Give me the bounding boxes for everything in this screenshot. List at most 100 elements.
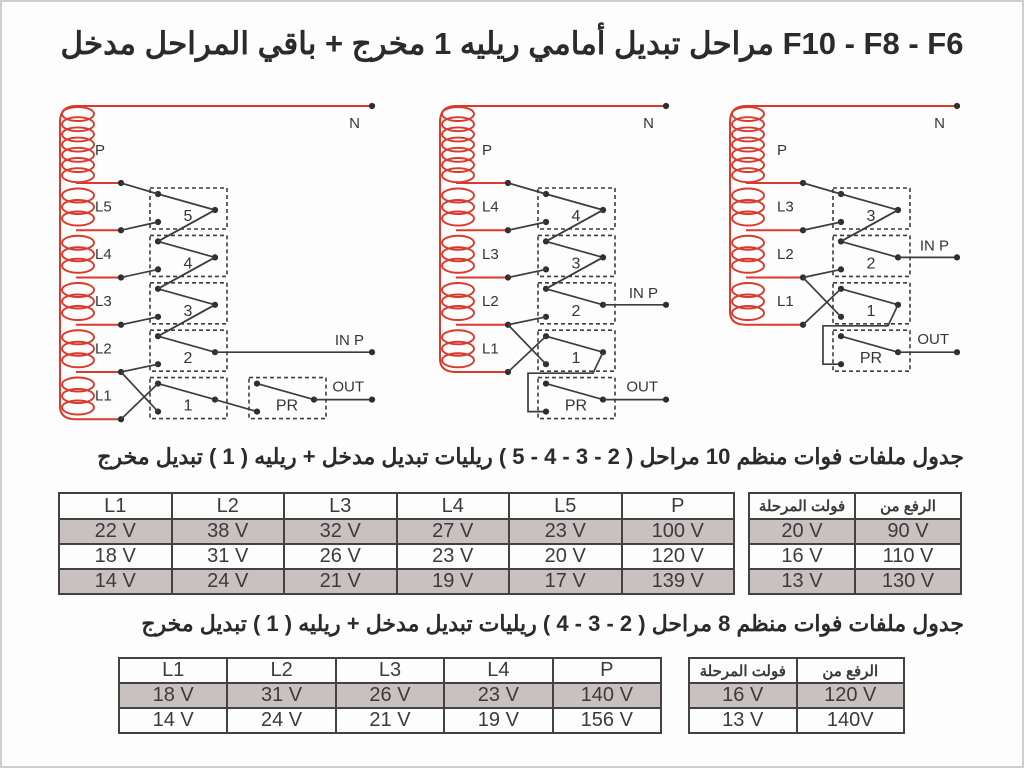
header-row: فولت المرحلة الرفع من	[748, 492, 962, 520]
relay-box	[537, 187, 616, 230]
relay-number: 1	[867, 303, 876, 320]
wire	[545, 240, 604, 259]
coil-section-label: L1	[95, 388, 112, 405]
coil-section-label: L1	[482, 340, 499, 357]
wire	[157, 304, 216, 337]
coil-loop	[441, 234, 475, 251]
heading1-stage-range: ( 5 - 4 - 3 - 2 )	[498, 444, 634, 469]
table-cell: 21 V	[283, 568, 398, 595]
coil-loop	[441, 146, 475, 163]
coil-loop	[441, 305, 475, 321]
wire	[157, 209, 216, 243]
coil-loop	[441, 106, 475, 122]
coil-section-label: L3	[95, 293, 112, 310]
junction-dot	[253, 408, 261, 415]
table-row: 18 V 31 V 26 V 23 V 140 V	[117, 682, 663, 709]
table-cell: 100 V	[620, 518, 735, 545]
coil-loop	[61, 293, 95, 310]
column-header: L1	[58, 492, 173, 520]
column-header: P	[620, 492, 735, 520]
coil-loop	[61, 246, 95, 263]
junction-dot	[542, 313, 550, 320]
coil-section-label: L4	[482, 199, 499, 216]
out-label: OUT	[626, 379, 658, 396]
coil-loop	[441, 167, 475, 184]
coil-loop	[731, 305, 765, 321]
coil-loop	[731, 136, 765, 153]
wire	[802, 182, 842, 195]
pr-relay-box	[832, 329, 911, 372]
table-row: 14 V 24 V 21 V 19 V 156 V	[117, 707, 663, 734]
wire	[840, 240, 899, 259]
wire	[120, 363, 159, 373]
junction-dot	[953, 349, 961, 356]
stage-voltage-table-10: فولت المرحلة الرفع من 20 V 90 V 16 V 110 V 13 …	[748, 492, 962, 595]
relay-number: 1	[572, 350, 581, 367]
heading2-tail: تبديل مخرج	[141, 611, 247, 636]
wire	[120, 268, 159, 279]
relay-box	[149, 376, 228, 420]
table-cell: 16 V	[748, 543, 856, 570]
column-header: الرفع من	[854, 492, 962, 520]
coil-label: P	[777, 142, 787, 159]
wire	[545, 335, 604, 354]
relay-number: 3	[572, 255, 581, 272]
relay-box	[149, 329, 228, 372]
table-cell: 120 V	[795, 682, 905, 709]
pr-label: PR	[860, 350, 882, 367]
junction-dot	[253, 380, 261, 387]
table-cell: 139 V	[620, 568, 735, 595]
coil-loop	[441, 157, 475, 173]
wire	[507, 335, 547, 373]
coil-loop	[441, 293, 475, 310]
coil-loop	[61, 126, 95, 143]
out-label: OUT	[332, 379, 364, 396]
coil-section-label: L1	[777, 293, 794, 310]
junction-dot	[154, 313, 162, 320]
coil-loop	[61, 106, 95, 122]
coil-loop	[441, 199, 475, 215]
wire	[840, 335, 899, 354]
wire	[545, 209, 604, 243]
column-header: L3	[334, 657, 446, 684]
coil-loop	[61, 388, 95, 404]
wire	[545, 256, 604, 290]
heading1-lead: جدول ملفات فوات منظم 10 مراحل	[639, 444, 964, 469]
relay-box	[832, 187, 911, 230]
pr-link-wire	[822, 304, 899, 366]
heading1-relay-one: ( 1 )	[208, 444, 249, 469]
table-cell: 18 V	[58, 543, 173, 570]
wire	[802, 268, 842, 279]
table-cell: 156 V	[551, 707, 663, 734]
coil-loop	[61, 116, 95, 133]
column-header: L4	[443, 657, 554, 684]
coil-loop	[731, 167, 765, 184]
wire	[157, 240, 216, 259]
table-cell: 90 V	[854, 518, 962, 545]
coil-loop	[731, 146, 765, 163]
table-row: 16 V 110 V	[748, 543, 962, 570]
coil-section-label: L2	[777, 246, 794, 263]
coil-section-label: L2	[482, 293, 499, 310]
wire	[802, 276, 842, 318]
wire	[840, 193, 899, 211]
wire	[157, 193, 216, 211]
coil-section-label: L4	[95, 246, 112, 263]
table-cell: 21 V	[334, 707, 446, 734]
coil-loop	[61, 210, 95, 227]
wire	[840, 287, 899, 306]
circuit-svg: P L3 L2 L1 3 2 1 IN P PR OUT N	[729, 102, 961, 372]
junction-dot	[368, 396, 376, 403]
coil-loop	[61, 199, 95, 215]
table2-heading: جدول ملفات فوات منظم 8 مراحل ( 4 - 3 - 2…	[36, 611, 964, 637]
relay-box	[537, 234, 616, 278]
coil-loop	[731, 282, 765, 298]
table-row: 16 V 120 V	[688, 682, 905, 709]
in-p-label: IN P	[629, 285, 658, 302]
table-cell: 19 V	[395, 568, 510, 595]
stage-voltage-table-8: فولت المرحلة الرفع من 16 V 120 V 13 V 140V	[688, 657, 905, 734]
wire	[157, 382, 216, 401]
table-row: 13 V 140V	[688, 707, 905, 734]
coil-voltage-table-8: L1 L2 L3 L4 P 18 V 31 V 26 V 23 V 140 V 14 V 24 V 21…	[117, 657, 663, 734]
junction-dot	[368, 349, 376, 356]
